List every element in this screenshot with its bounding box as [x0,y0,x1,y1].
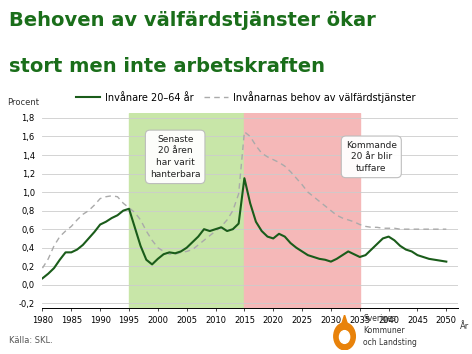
Bar [244,113,360,308]
Polygon shape [340,315,349,329]
Circle shape [339,331,350,343]
Text: Procent: Procent [7,98,39,107]
Text: Behoven av välfärdstjänster ökar: Behoven av välfärdstjänster ökar [9,11,376,30]
Circle shape [334,323,355,350]
Bar [129,113,244,308]
Text: Senaste
20 åren
har varit
hanterbara: Senaste 20 åren har varit hanterbara [150,135,201,179]
Text: Källa: SKL.: Källa: SKL. [9,336,53,345]
Text: År: År [460,321,469,331]
Text: Kommande
20 år blir
tuffare: Kommande 20 år blir tuffare [346,141,397,173]
Text: stort men inte arbetskraften: stort men inte arbetskraften [9,57,325,76]
Text: Sveriges
Kommuner
och Landsting: Sveriges Kommuner och Landsting [363,314,417,347]
Legend: Invånare 20–64 år, Invånarnas behov av välfärdstjänster: Invånare 20–64 år, Invånarnas behov av v… [72,87,419,107]
